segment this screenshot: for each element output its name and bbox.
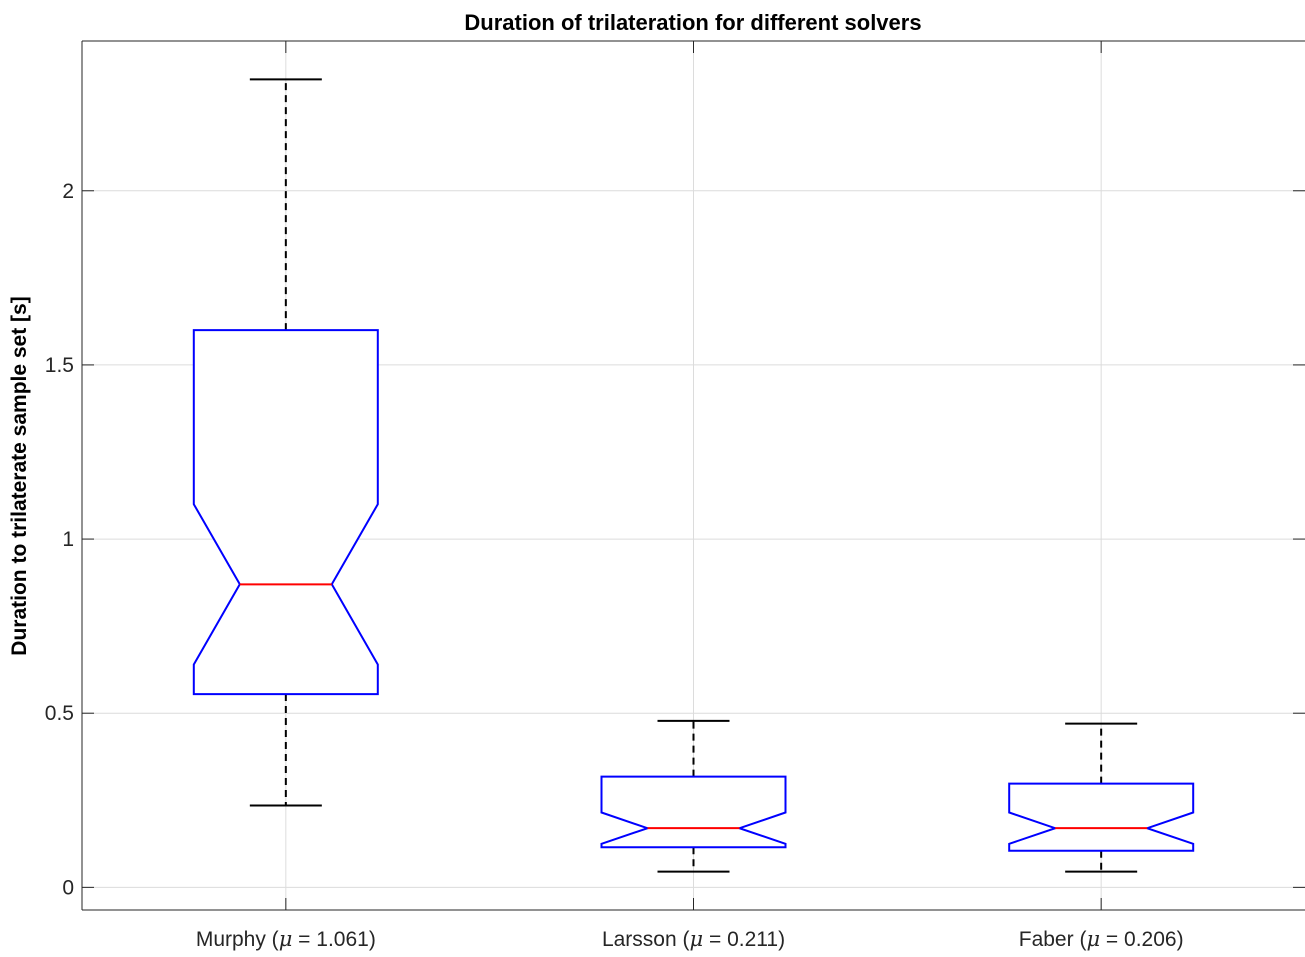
y-tick-label: 2 <box>62 180 74 203</box>
box-series <box>192 78 1195 873</box>
x-category-labels: Murphy (μ = 1.061) Larsson (μ = 0.211) Fab… <box>196 927 1184 951</box>
box-larsson <box>600 719 787 873</box>
x-category-label: Larsson (μ = 0.211) <box>602 927 785 951</box>
mean-symbol: μ <box>279 927 293 951</box>
mean-value: = 0.206) <box>1100 928 1183 951</box>
box-murphy <box>192 78 379 807</box>
category-name: Larsson ( <box>602 928 690 951</box>
chart-title: Duration of trilateration for different … <box>464 10 921 35</box>
y-tick-label: 0.5 <box>45 702 74 725</box>
box-faber <box>1008 722 1195 873</box>
y-tick-label: 1.5 <box>45 354 74 377</box>
x-category-label: Faber (μ = 0.206) <box>1019 927 1184 951</box>
y-tick-label: 1 <box>62 528 74 551</box>
x-category-label: Murphy (μ = 1.061) <box>196 927 376 951</box>
notched-box <box>192 329 379 696</box>
notched-box <box>600 775 787 849</box>
mean-value: = 0.211) <box>703 928 785 951</box>
category-name: Faber ( <box>1019 928 1087 951</box>
y-tick-labels: 0 0.5 1 1.5 2 <box>45 180 74 900</box>
y-tick-label: 0 <box>62 876 74 899</box>
mean-symbol: μ <box>1086 927 1100 951</box>
mean-value: = 1.061) <box>292 928 375 951</box>
axes <box>81 40 1305 911</box>
notched-box <box>1008 782 1195 852</box>
mean-symbol: μ <box>689 927 703 951</box>
y-axis-label: Duration to trilaterate sample set [s] <box>8 296 31 655</box>
category-name: Murphy ( <box>196 928 279 951</box>
